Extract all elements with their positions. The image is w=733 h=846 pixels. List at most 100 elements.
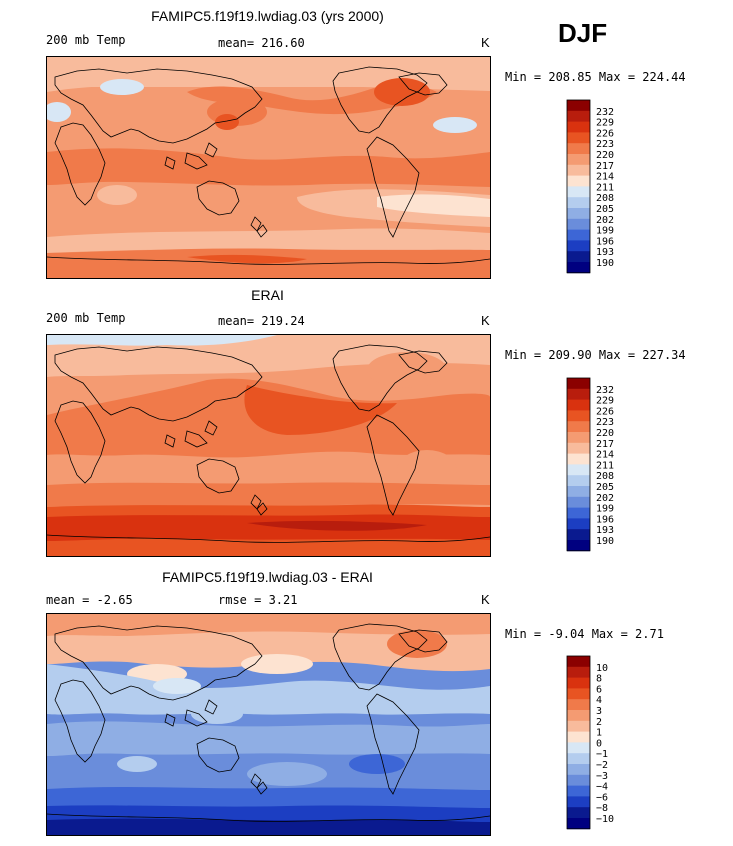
panel1-variable-label: 200 mb Temp — [46, 33, 126, 47]
panel3-colorbar-segment — [567, 688, 590, 700]
panel3-colorbar-tick-label: 3 — [596, 706, 602, 717]
panel1-colorbar-tick-label: 205 — [596, 204, 614, 215]
panel2-colorbar-segment — [567, 529, 590, 541]
panel1-colorbar-segment — [567, 164, 590, 176]
panel2-colorbar-segment — [567, 475, 590, 487]
panel2-colorbar-svg: 2322292262232202172142112082052021991961… — [566, 377, 614, 552]
panel2-colorbar-tick-label: 220 — [596, 428, 614, 439]
panel2-map — [46, 334, 491, 557]
panel1-colorbar-tick-label: 190 — [596, 258, 614, 269]
panel3-colorbar-segment — [567, 785, 590, 797]
panel1-colorbar-segment — [567, 218, 590, 230]
panel1-minmax-label: Min = 208.85 Max = 224.44 — [505, 70, 686, 84]
panel3-colorbar-segment — [567, 796, 590, 808]
panel1-colorbar-tick-label: 226 — [596, 128, 614, 139]
panel1-colorbar-segment — [567, 100, 590, 112]
panel1-colorbar-tick-label: 193 — [596, 247, 614, 258]
panel3-colorbar-tick-label: −6 — [596, 792, 608, 803]
panel2-mean-label: mean= 219.24 — [218, 314, 305, 328]
panel1-colorbar-tick-label: 208 — [596, 193, 614, 204]
panel3-colorbar-tick-label: −1 — [596, 749, 608, 760]
panel2-colorbar-frame — [566, 377, 591, 552]
panel3-colorbar-tick-label: 0 — [596, 738, 602, 749]
panel2-minmax-label: Min = 209.90 Max = 227.34 — [505, 348, 686, 362]
panel3-colorbar-tick-label: 8 — [596, 674, 602, 685]
panel2-title: ERAI — [251, 287, 284, 303]
panel1-colorbar-tick-label: 196 — [596, 236, 614, 247]
panel1-colorbar-segment — [567, 110, 590, 122]
panel2-colorbar-segment — [567, 453, 590, 465]
panel2-colorbar-segment — [567, 518, 590, 530]
panel3-colorbar-segment — [567, 742, 590, 754]
panel3-map-svg — [47, 614, 490, 835]
panel1-colorbar-tick-label: 217 — [596, 161, 614, 172]
panel2-colorbar-tick-label: 214 — [596, 450, 614, 461]
panel1-colorbar-segment — [567, 208, 590, 220]
panel2-colorbar-tick-label: 229 — [596, 396, 614, 407]
panel1-map — [46, 56, 491, 279]
panel3-minmax-label: Min = -9.04 Max = 2.71 — [505, 627, 664, 641]
panel3-colorbar-tick-label: −2 — [596, 760, 608, 771]
panel2-colorbar-tick-label: 226 — [596, 406, 614, 417]
panel3-colorbar-segment — [567, 818, 590, 830]
panel1-colorbar-segment — [567, 143, 590, 155]
panel1-colorbar-tick-label: 211 — [596, 182, 614, 193]
panel3-colorbar-tick-label: −3 — [596, 771, 608, 782]
panel3-colorbar-segment — [567, 764, 590, 776]
panel3-map — [46, 613, 491, 836]
panel2-colorbar-segment — [567, 442, 590, 454]
panel3-colorbar-tick-label: −8 — [596, 803, 608, 814]
panel2-colorbar-segment — [567, 421, 590, 433]
panel2-colorbar-segment — [567, 464, 590, 476]
panel1-colorbar-segment — [567, 251, 590, 263]
panel3-colorbar-frame — [566, 655, 591, 830]
panel3-colorbar-tick-label: 4 — [596, 695, 602, 706]
panel2-colorbar-tick-label: 196 — [596, 514, 614, 525]
panel3-colorbar-tick-label: 6 — [596, 684, 602, 695]
panel3-colorbar-tick-label: 2 — [596, 717, 602, 728]
panel2-colorbar-tick-label: 205 — [596, 482, 614, 493]
panel3-colorbar-tick-label: 10 — [596, 663, 608, 674]
panel1-colorbar-tick-label: 223 — [596, 139, 614, 150]
panel2-colorbar-segment — [567, 486, 590, 498]
panel1-colorbar-tick-label: 202 — [596, 215, 614, 226]
panel2-colorbar-tick-label: 193 — [596, 525, 614, 536]
panel1-title: FAMIPC5.f19f19.lwdiag.03 (yrs 2000) — [151, 8, 384, 24]
panel1-colorbar-segment — [567, 132, 590, 144]
panel2-map-svg — [47, 335, 490, 556]
panel3-colorbar-segment — [567, 677, 590, 689]
panel3-colorbar-tick-label: −4 — [596, 782, 608, 793]
panel1-map-svg — [47, 57, 490, 278]
panel3-colorbar-segment — [567, 710, 590, 722]
panel2-colorbar-tick-label: 211 — [596, 460, 614, 471]
panel2-variable-label: 200 mb Temp — [46, 311, 126, 325]
panel1-colorbar-segment — [567, 186, 590, 198]
panel2-unit-label: K — [481, 313, 490, 328]
panel1-colorbar-tick-label: 199 — [596, 226, 614, 237]
panel1-colorbar-svg: 2322292262232202172142112082052021991961… — [566, 99, 614, 274]
panel1-colorbar: 232 229 226 223 220 217 214 211 208 205 202 199 196 1… — [566, 99, 627, 276]
panel3-colorbar-segment — [567, 720, 590, 732]
panel2-colorbar-segment — [567, 507, 590, 519]
panel2-colorbar-tick-label: 202 — [596, 493, 614, 504]
panel3-colorbar-segment — [567, 731, 590, 743]
panel3-title: FAMIPC5.f19f19.lwdiag.03 - ERAI — [162, 569, 373, 585]
panel3-colorbar: 10 8 6 4 3 2 1 0 −1 −2 −3 −4 −6 −8 −10 — [566, 655, 627, 832]
panel1-colorbar-segment — [567, 262, 590, 274]
panel2-colorbar-segment — [567, 432, 590, 444]
panel1-colorbar-tick-label: 229 — [596, 118, 614, 129]
panel1-colorbar-segment — [567, 121, 590, 133]
panel1-colorbar-segment — [567, 175, 590, 187]
panel1-colorbar-segment — [567, 229, 590, 241]
panel3-colorbar-segment — [567, 666, 590, 678]
panel3-colorbar-segment — [567, 774, 590, 786]
panel3-colorbar-tick-label: 1 — [596, 728, 602, 739]
panel3-colorbar-segment — [567, 656, 590, 668]
season-label: DJF — [558, 18, 608, 48]
panel2-colorbar-tick-label: 217 — [596, 439, 614, 450]
panel2-colorbar-tick-label: 190 — [596, 536, 614, 547]
panel2-colorbar-tick-label: 208 — [596, 471, 614, 482]
panel2-colorbar-segment — [567, 388, 590, 400]
panel1-colorbar-frame — [566, 99, 591, 274]
panel3-colorbar-segment — [567, 807, 590, 819]
